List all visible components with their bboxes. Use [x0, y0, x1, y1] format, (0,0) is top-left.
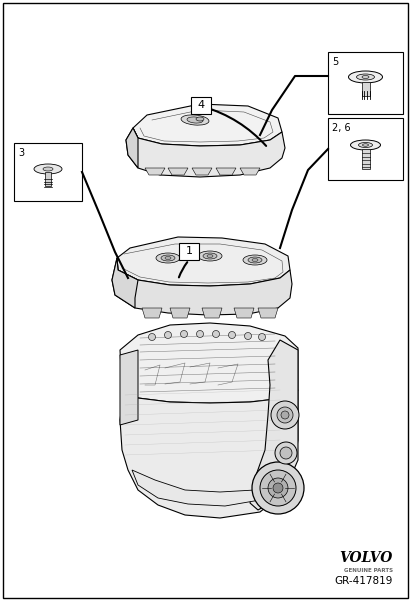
Polygon shape [145, 168, 165, 175]
Ellipse shape [34, 164, 62, 174]
Polygon shape [117, 237, 290, 286]
Circle shape [196, 331, 203, 338]
Polygon shape [250, 340, 298, 510]
Ellipse shape [243, 255, 267, 265]
Ellipse shape [203, 253, 217, 259]
Polygon shape [120, 350, 138, 425]
Ellipse shape [349, 71, 383, 83]
Circle shape [281, 411, 289, 419]
Polygon shape [170, 308, 190, 318]
Bar [328, 118, 403, 180]
Ellipse shape [187, 117, 203, 123]
Polygon shape [120, 390, 298, 518]
Bar [362, 82, 369, 96]
Circle shape [164, 332, 171, 338]
Ellipse shape [351, 140, 381, 150]
Circle shape [252, 462, 304, 514]
Circle shape [260, 470, 296, 506]
Polygon shape [192, 168, 212, 175]
Polygon shape [120, 323, 298, 403]
Bar [179, 243, 199, 260]
Text: 2, 6: 2, 6 [332, 123, 351, 133]
Circle shape [277, 407, 293, 423]
Bar [328, 52, 403, 114]
Circle shape [245, 332, 252, 340]
Ellipse shape [362, 76, 369, 79]
Polygon shape [133, 104, 282, 146]
Circle shape [180, 331, 187, 338]
Circle shape [280, 447, 292, 459]
Bar [14, 143, 82, 201]
Ellipse shape [356, 74, 374, 80]
Circle shape [275, 442, 297, 464]
Ellipse shape [248, 257, 262, 263]
Polygon shape [112, 258, 292, 315]
Text: 1: 1 [185, 246, 192, 257]
Circle shape [271, 401, 299, 429]
Circle shape [273, 483, 283, 493]
Polygon shape [168, 168, 188, 175]
Ellipse shape [363, 144, 369, 146]
Ellipse shape [198, 251, 222, 261]
Ellipse shape [165, 257, 171, 260]
Text: GR-417819: GR-417819 [335, 576, 393, 586]
Ellipse shape [358, 142, 372, 147]
Circle shape [259, 334, 266, 341]
Circle shape [268, 478, 288, 498]
Circle shape [229, 332, 236, 338]
Polygon shape [126, 128, 138, 168]
Polygon shape [142, 308, 162, 318]
Ellipse shape [43, 167, 53, 171]
Polygon shape [258, 308, 278, 318]
Polygon shape [216, 168, 236, 175]
Ellipse shape [207, 254, 213, 257]
Ellipse shape [161, 255, 175, 261]
Text: GENUINE PARTS: GENUINE PARTS [344, 567, 393, 573]
Polygon shape [112, 258, 138, 308]
Bar [45, 172, 51, 186]
Ellipse shape [181, 115, 209, 125]
Text: VOLVO: VOLVO [339, 551, 393, 565]
Circle shape [148, 334, 155, 341]
Polygon shape [234, 308, 254, 318]
Text: 5: 5 [332, 57, 338, 67]
Polygon shape [132, 470, 282, 506]
Ellipse shape [252, 258, 258, 261]
Ellipse shape [156, 253, 180, 263]
Polygon shape [202, 308, 222, 318]
Circle shape [212, 331, 219, 338]
Text: 4: 4 [197, 100, 205, 111]
Bar [191, 97, 211, 114]
Polygon shape [240, 168, 260, 175]
Text: 3: 3 [18, 148, 24, 158]
Bar [362, 149, 369, 169]
Ellipse shape [196, 117, 204, 121]
Polygon shape [126, 128, 285, 177]
